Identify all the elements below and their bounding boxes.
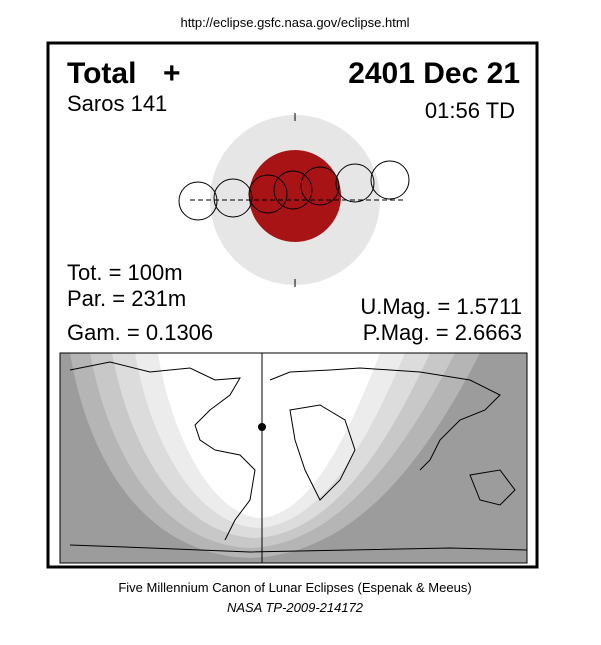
eclipse-type: Total [67, 57, 136, 90]
visibility-map [59, 352, 528, 564]
shadow-diagram [178, 113, 410, 287]
map-border [59, 352, 528, 564]
eclipse-symbol: + [163, 57, 181, 90]
umbral-magnitude: U.Mag. = 1.5711 [360, 294, 522, 319]
penumbral-magnitude: P.Mag. = 2.6663 [363, 320, 522, 345]
umbra [249, 150, 341, 242]
footer-title: Five Millennium Canon of Lunar Eclipses … [118, 580, 471, 595]
partial-duration: Par. = 231m [67, 286, 186, 311]
source-url: http://eclipse.gsfc.nasa.gov/eclipse.htm… [180, 15, 409, 30]
eclipse-date: 2401 Dec 21 [348, 57, 520, 90]
sub-lunar-point [258, 423, 266, 431]
saros: Saros 141 [67, 91, 167, 116]
total-duration: Tot. = 100m [67, 260, 183, 285]
moon-positions [178, 160, 410, 221]
footer-reference: NASA TP-2009-214172 [227, 600, 364, 615]
eclipse-time: 01:56 TD [425, 98, 515, 123]
gamma: Gam. = 0.1306 [67, 320, 213, 345]
